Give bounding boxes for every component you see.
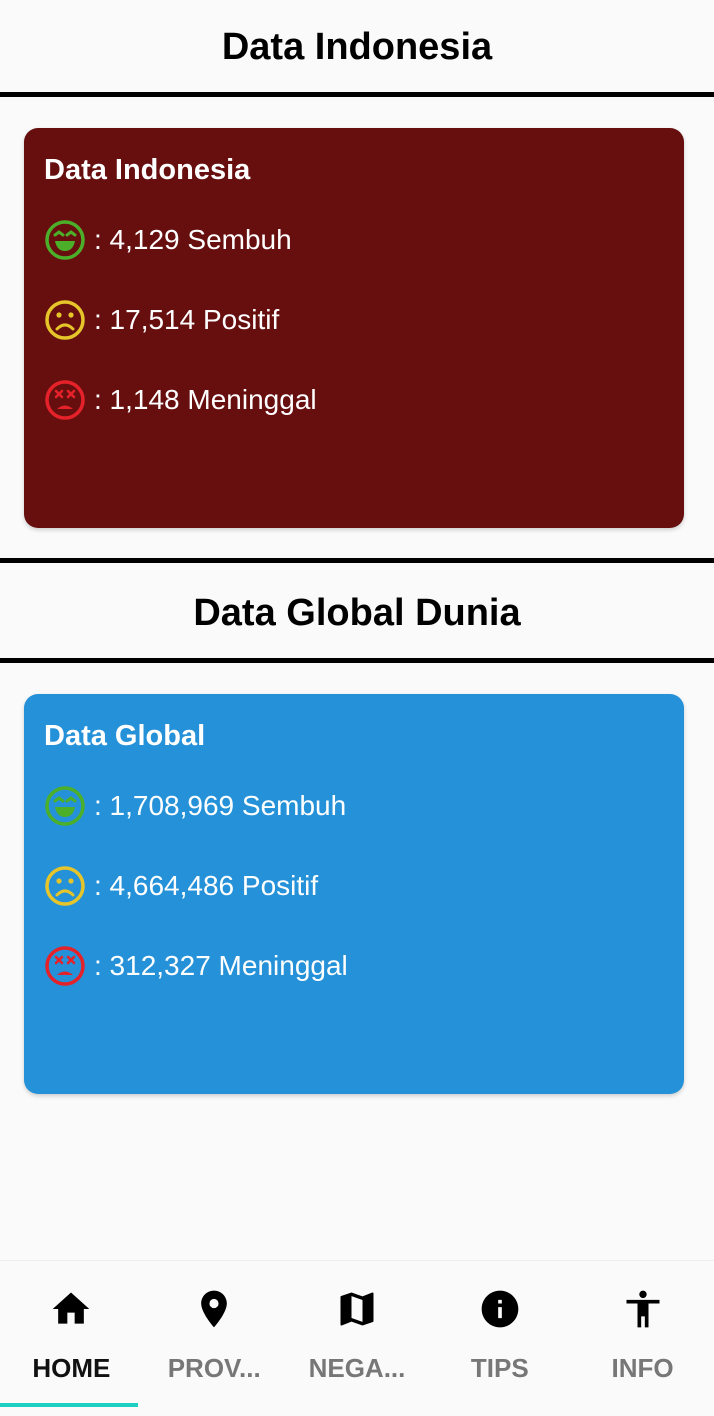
indonesia-section-header: Data Indonesia xyxy=(221,26,493,68)
laughing-face-icon xyxy=(45,220,85,260)
global-section-header: Data Global Dunia xyxy=(193,592,521,634)
positive-row: : 4,664,486 Positif xyxy=(44,864,664,908)
nav-label-provinsi: PROV... xyxy=(167,1353,261,1383)
recovered-row: : 4,129 Sembuh xyxy=(44,218,664,262)
accessibility-icon xyxy=(626,1290,660,1328)
map-icon xyxy=(340,1292,374,1326)
sad-face-icon xyxy=(45,866,85,906)
deaths-count: : 1,148 Meninggal xyxy=(94,384,317,415)
nav-label-negara: NEGA... xyxy=(308,1353,406,1383)
sad-face-icon xyxy=(45,300,85,340)
nav-item-info[interactable]: INFO xyxy=(571,1261,714,1416)
card-title: Data Indonesia xyxy=(44,154,251,186)
dead-face-icon xyxy=(45,946,85,986)
laughing-face-icon xyxy=(45,786,85,826)
home-icon xyxy=(53,1292,90,1324)
nav-item-negara[interactable]: NEGA... xyxy=(286,1261,429,1416)
deaths-row: : 312,327 Meninggal xyxy=(44,944,664,988)
active-tab-indicator xyxy=(0,1403,138,1407)
recovered-count: : 4,129 Sembuh xyxy=(94,224,292,255)
deaths-row: : 1,148 Meninggal xyxy=(44,378,664,422)
nav-item-tips[interactable]: TIPS xyxy=(428,1261,571,1416)
card-title: Data Global xyxy=(44,720,206,752)
nav-label-tips: TIPS xyxy=(470,1353,529,1383)
nav-item-home[interactable]: HOME xyxy=(0,1261,143,1416)
global-stats-card[interactable]: Data Global : 1,708,969 Sembuh : 4,664,4… xyxy=(24,694,684,1094)
positive-row: : 17,514 Positif xyxy=(44,298,664,342)
info-circle-icon xyxy=(481,1290,519,1328)
recovered-row: : 1,708,969 Sembuh xyxy=(44,784,664,828)
positive-count: : 17,514 Positif xyxy=(94,304,280,335)
indonesia-stats-card[interactable]: Data Indonesia : 4,129 Sembuh : 17,514 P… xyxy=(24,128,684,528)
deaths-count: : 312,327 Meninggal xyxy=(94,950,348,981)
nav-label-info: INFO xyxy=(611,1353,674,1383)
bottom-navigation-bar: HOME PROV... NEGA... TIPS INFO xyxy=(0,1260,714,1416)
dead-face-icon xyxy=(45,380,85,420)
nav-label-home: HOME xyxy=(32,1353,111,1383)
location-pin-icon xyxy=(201,1290,228,1328)
nav-item-provinsi[interactable]: PROV... xyxy=(143,1261,286,1416)
recovered-count: : 1,708,969 Sembuh xyxy=(94,790,347,821)
header-divider-bottom xyxy=(0,658,714,663)
header-divider-top xyxy=(0,558,714,563)
positive-count: : 4,664,486 Positif xyxy=(94,870,319,901)
header-divider-top xyxy=(0,92,714,97)
